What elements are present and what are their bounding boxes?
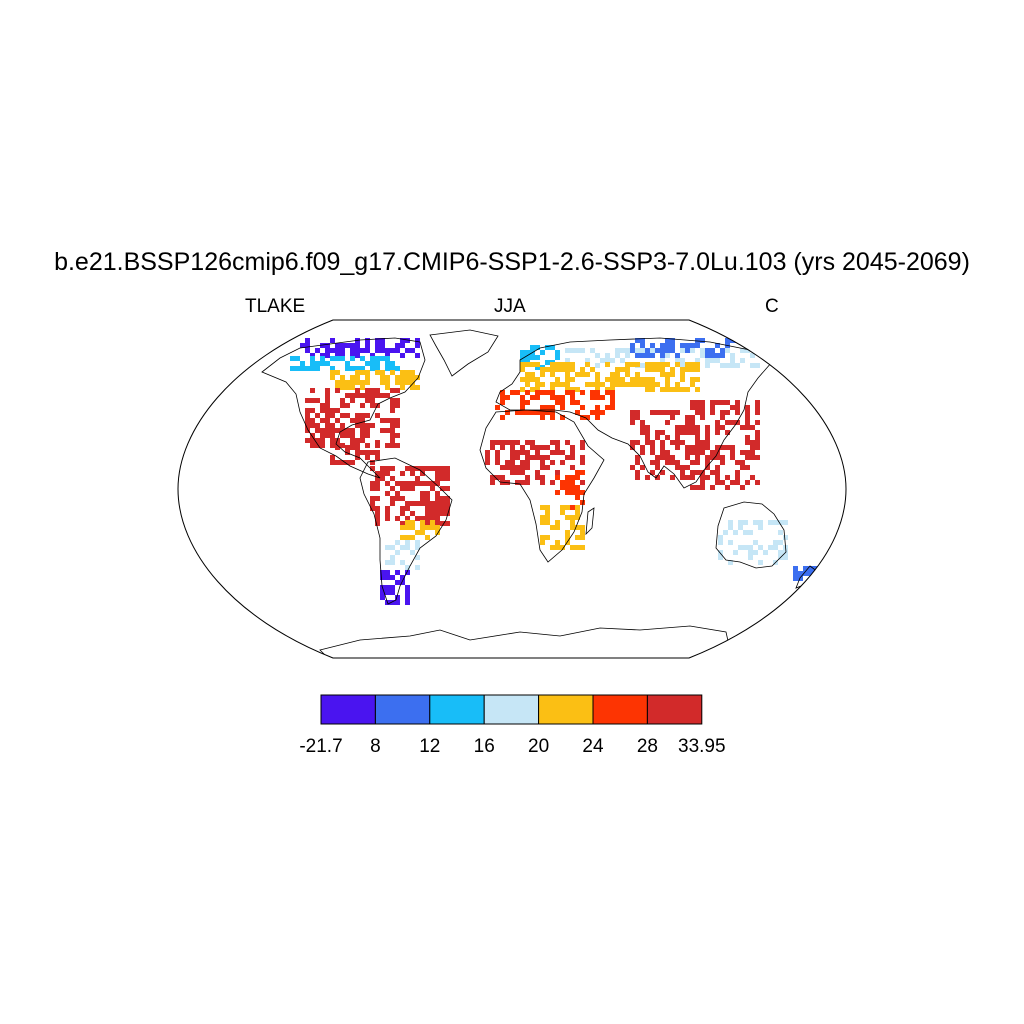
colorbar-label-1: 8 [370, 736, 381, 757]
colorbar-label-5: 24 [582, 736, 604, 757]
region-southern-brazil [400, 520, 440, 540]
colorbar-box-1 [374, 694, 431, 725]
map-boundary [177, 319, 847, 659]
colorbar-label-7: 33.95 [678, 736, 726, 757]
colorbar-box-5 [592, 694, 648, 725]
region-india [630, 410, 710, 480]
lake-temperature-field [290, 338, 818, 605]
region-southern-africa [540, 505, 585, 550]
region-amazon [370, 466, 450, 526]
colorbar-box-3 [483, 694, 540, 725]
colorbar-box-2 [429, 694, 485, 725]
colorbar-box-0 [320, 694, 376, 725]
region-southeast-asia [690, 400, 760, 490]
region-argentina [385, 540, 420, 570]
region-sahel [485, 440, 585, 485]
colorbar-label-3: 16 [474, 736, 495, 757]
greenland-coast [429, 329, 499, 377]
region-central-eurasia [520, 362, 700, 392]
colorbar-label-2: 12 [419, 736, 440, 757]
region-mediterranean [495, 390, 615, 420]
colorbar-box-4 [538, 694, 594, 725]
australia-coast [715, 501, 787, 569]
colorbar-label-6: 28 [637, 736, 658, 757]
madagascar-coast [585, 507, 595, 536]
region-patagonia [380, 570, 410, 605]
center-string: JJA [494, 296, 526, 317]
colorbar-label-0: -21.7 [299, 736, 342, 757]
region-southern-canada [330, 370, 420, 390]
region-canadian-arctic [300, 338, 420, 358]
region-central-america [330, 440, 380, 465]
africa-coast [479, 409, 605, 563]
colorbar-label-4: 20 [528, 736, 549, 757]
region-united-states [305, 388, 400, 448]
left-string: TLAKE [245, 296, 306, 317]
plot-title: b.e21.BSSP126cmip6.f09_g17.CMIP6-SSP1-2.… [54, 248, 970, 276]
right-string: C [765, 296, 779, 317]
south-america-coast [359, 457, 453, 605]
north-america-coast [261, 337, 426, 479]
colorbar-box-6 [646, 694, 703, 725]
region-northern-canada [290, 356, 400, 371]
